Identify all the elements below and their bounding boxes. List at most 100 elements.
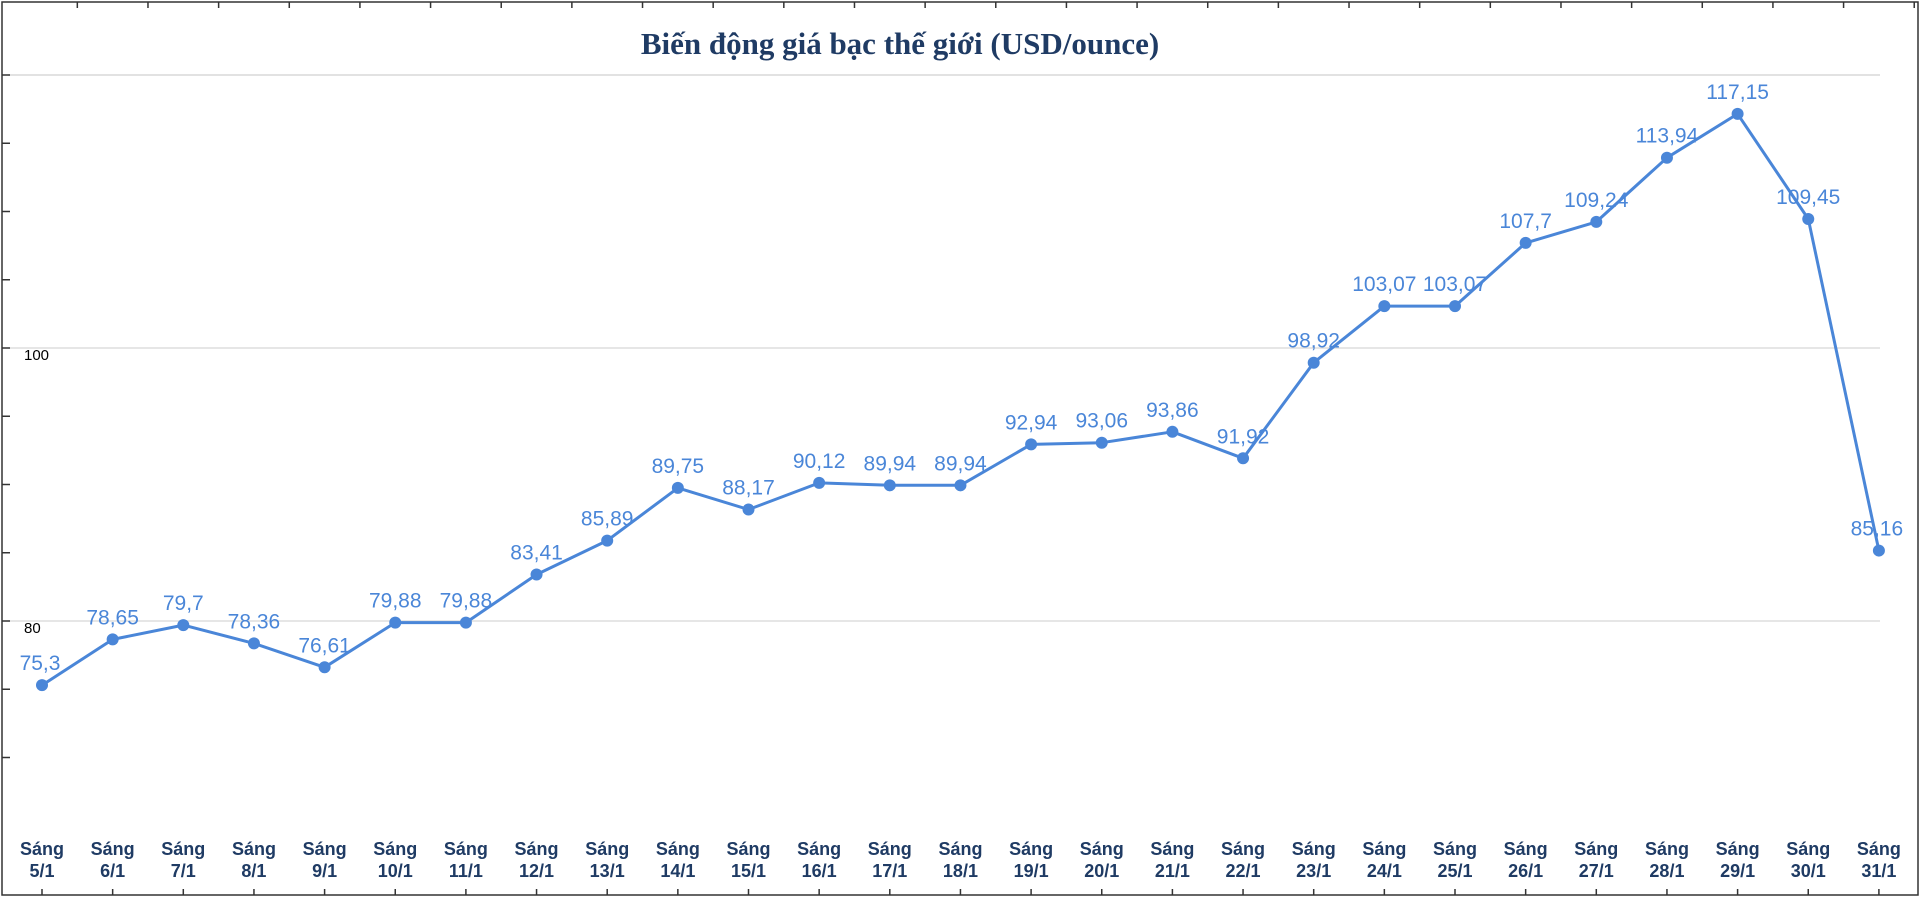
data-point (1166, 425, 1179, 438)
x-tick-label-line2: 26/1 (1508, 861, 1543, 881)
x-tick-label-line1: Sáng (868, 839, 912, 859)
x-tick-label-line1: Sáng (1574, 839, 1618, 859)
data-point (1449, 300, 1461, 313)
x-tick-label-line1: Sáng (797, 839, 841, 859)
x-tick-label-line1: Sáng (1433, 839, 1477, 859)
data-label: 107,7 (1499, 210, 1552, 233)
x-tick-label-line1: Sáng (373, 839, 417, 859)
x-tick-label-line2: 12/1 (519, 861, 554, 881)
x-tick-label-line2: 23/1 (1296, 861, 1331, 881)
data-label: 109,24 (1564, 189, 1629, 212)
x-axis-labels: Sáng5/1Sáng6/1Sáng7/1Sáng8/1Sáng9/1Sáng1… (20, 839, 1901, 881)
x-tick-label-line2: 6/1 (100, 861, 125, 881)
x-tick-label-line2: 27/1 (1579, 861, 1614, 881)
data-label: 75,3 (20, 652, 61, 675)
data-label: 117,15 (1706, 81, 1769, 104)
x-tick-label-line1: Sáng (1716, 839, 1760, 859)
data-point (1590, 215, 1603, 228)
x-tick-label-line2: 13/1 (590, 861, 625, 881)
x-tick-label-line1: Sáng (1080, 839, 1124, 859)
data-label: 78,36 (228, 610, 281, 633)
x-tick-label-line2: 7/1 (171, 861, 196, 881)
data-labels: 75,3 78,65 79,7 78,36 76,61 79,88 79,88 83,41 85… (20, 81, 1904, 675)
x-tick-label-line2: 20/1 (1084, 861, 1119, 881)
data-point (1660, 151, 1673, 164)
x-tick-label-line2: 17/1 (872, 861, 907, 881)
x-tick-label-line1: Sáng (515, 839, 559, 859)
x-tick-label-line1: Sáng (1645, 839, 1689, 859)
data-label: 93,86 (1146, 399, 1199, 422)
x-tick-label-line1: Sáng (656, 839, 700, 859)
data-point (601, 534, 614, 547)
x-tick-label-line2: 31/1 (1861, 861, 1896, 881)
data-point (1307, 356, 1320, 369)
x-tick-label-line1: Sáng (161, 839, 205, 859)
x-tick-label-line1: Sáng (232, 839, 276, 859)
data-point (883, 479, 896, 492)
x-tick-label-line1: Sáng (1150, 839, 1194, 859)
data-point (1731, 107, 1744, 120)
x-tick-label-line2: 25/1 (1437, 861, 1472, 881)
x-tick-label-line2: 28/1 (1649, 861, 1684, 881)
data-label: 91,92 (1217, 425, 1270, 448)
x-tick-label-line1: Sáng (938, 839, 982, 859)
x-tick-label-line2: 15/1 (731, 861, 766, 881)
x-tick-label-line2: 30/1 (1791, 861, 1826, 881)
x-tick-label-line1: Sáng (91, 839, 135, 859)
data-label: 85,89 (581, 508, 634, 531)
data-label: 83,41 (510, 541, 563, 564)
data-point (1802, 213, 1815, 226)
x-tick-label-line1: Sáng (1362, 839, 1406, 859)
x-tick-label-line1: Sáng (585, 839, 629, 859)
data-point (1378, 300, 1391, 313)
data-point (389, 616, 402, 629)
data-label: 90,12 (793, 450, 846, 473)
data-point (1025, 438, 1038, 451)
data-point (742, 503, 755, 516)
x-tick-label-line2: 19/1 (1014, 861, 1049, 881)
y-axis-labels: 80 100 (24, 347, 49, 637)
data-point (671, 481, 684, 494)
chart-title: Biến động giá bạc thế giới (USD/ounce) (641, 26, 1159, 61)
data-label: 109,45 (1776, 186, 1840, 209)
data-point (1237, 452, 1250, 465)
data-label: 85,16 (1851, 518, 1904, 541)
data-label: 89,94 (934, 452, 987, 475)
x-tick-label-line1: Sáng (726, 839, 770, 859)
x-tick-label-line2: 24/1 (1367, 861, 1402, 881)
x-tick-label-line2: 29/1 (1720, 861, 1755, 881)
x-tick-label-line2: 22/1 (1226, 861, 1261, 881)
x-tick-label-line1: Sáng (1857, 839, 1901, 859)
x-tick-label-line1: Sáng (1009, 839, 1053, 859)
x-tick-label-line2: 5/1 (29, 861, 54, 881)
data-label: 89,75 (652, 455, 705, 478)
data-point (318, 661, 331, 674)
data-label: 79,88 (369, 590, 422, 613)
data-point (36, 679, 48, 692)
data-point (177, 619, 190, 632)
data-point (459, 616, 472, 629)
x-tick-label-line1: Sáng (1221, 839, 1265, 859)
x-tick-label-line2: 11/1 (449, 861, 483, 881)
